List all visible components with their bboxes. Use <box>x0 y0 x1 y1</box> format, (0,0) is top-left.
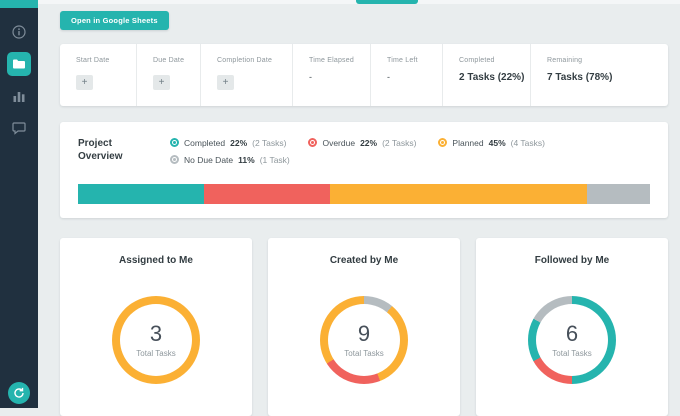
donut-center: 6 Total Tasks <box>536 304 608 376</box>
stats-bars-icon <box>13 92 25 102</box>
legend-label: Completed <box>184 137 226 148</box>
sidebar-item-stats[interactable] <box>7 84 31 108</box>
stat-label: Completed <box>459 57 495 64</box>
stat-value: - <box>387 72 390 82</box>
total-tasks-value: 3 <box>149 320 163 346</box>
legend-label: Overdue <box>322 137 356 148</box>
info-icon <box>12 25 26 39</box>
stat-completion-date: Completion Date + <box>200 44 292 106</box>
completed-legend-icon <box>170 138 179 147</box>
stat-time-elapsed: Time Elapsed - <box>292 44 370 106</box>
legend-item-no-due-date: No Due Date 11% (1 Task) <box>170 155 290 165</box>
refresh-button[interactable] <box>8 382 30 404</box>
legend-percent: 22% <box>230 137 248 148</box>
followed-by-me-card: Followed by Me 6 Total Tasks <box>476 238 668 416</box>
assigned-to-me-donut: 3 Total Tasks <box>112 296 200 384</box>
assigned-to-me-card: Assigned to Me 3 Total Tasks <box>60 238 252 416</box>
stat-start-date: Start Date + <box>60 44 136 106</box>
open-in-google-sheets-button[interactable]: Open in Google Sheets <box>60 11 169 30</box>
stat-label: Due Date <box>153 57 185 64</box>
card-title: Followed by Me <box>534 255 610 266</box>
created-by-me-donut: 9 Total Tasks <box>320 296 408 384</box>
add-start-date-button[interactable]: + <box>76 75 93 90</box>
active-tab-indicator <box>356 0 418 4</box>
legend-percent: 22% <box>360 137 378 148</box>
card-title: Assigned to Me <box>119 255 193 266</box>
bar-segment-completed <box>78 184 204 204</box>
created-by-me-card: Created by Me 9 Total Tasks <box>268 238 460 416</box>
total-tasks-label: Total Tasks <box>344 348 384 358</box>
bar-segment-overdue <box>203 184 330 204</box>
legend-row: No Due Date 11% (1 Task) <box>170 152 545 167</box>
app-logo <box>0 0 38 8</box>
sidebar-nav <box>0 10 38 140</box>
overview-title: Project Overview <box>78 138 123 162</box>
bar-segment-no-due-date <box>587 184 650 204</box>
project-overview-card: Project Overview Completed 22% (2 Tasks)… <box>60 122 668 218</box>
legend-item-completed: Completed 22% (2 Tasks) <box>170 138 286 148</box>
summary-stats-card: Start Date + Due Date + Completion Date … <box>60 44 668 106</box>
card-title: Created by Me <box>329 255 399 266</box>
no-due-date-legend-icon <box>170 155 179 164</box>
legend-item-planned: Planned 45% (4 Tasks) <box>438 138 545 148</box>
stat-due-date: Due Date + <box>136 44 200 106</box>
sidebar <box>0 0 38 408</box>
overview-stacked-bar <box>78 184 650 204</box>
total-tasks-label: Total Tasks <box>136 348 176 358</box>
stat-label: Time Left <box>387 57 418 64</box>
total-tasks-value: 6 <box>565 320 579 346</box>
legend-percent: 11% <box>238 154 255 165</box>
legend-count: (4 Tasks) <box>510 137 545 148</box>
followed-by-me-donut: 6 Total Tasks <box>528 296 616 384</box>
stat-label: Remaining <box>547 57 583 64</box>
legend-label: No Due Date <box>184 154 234 165</box>
stat-label: Time Elapsed <box>309 57 354 64</box>
donut-center: 3 Total Tasks <box>120 304 192 376</box>
stat-value: 7 Tasks (78%) <box>547 72 613 83</box>
folder-icon <box>13 59 25 69</box>
stat-value: 2 Tasks (22%) <box>459 72 525 83</box>
stat-completed: Completed 2 Tasks (22%) <box>442 44 530 106</box>
stat-value: - <box>309 72 312 82</box>
legend-item-overdue: Overdue 22% (2 Tasks) <box>308 138 416 148</box>
stat-label: Completion Date <box>217 57 273 64</box>
refresh-icon <box>14 387 24 398</box>
sidebar-item-info[interactable] <box>7 20 31 44</box>
planned-legend-icon <box>438 138 448 147</box>
overdue-legend-icon <box>308 138 318 147</box>
legend-percent: 45% <box>488 137 506 148</box>
legend-count: (2 Tasks) <box>382 137 417 148</box>
add-completion-date-button[interactable]: + <box>217 75 234 90</box>
legend-row: Completed 22% (2 Tasks) Overdue 22% (2 T… <box>170 135 545 150</box>
legend-label: Planned <box>452 137 484 148</box>
add-due-date-button[interactable]: + <box>153 75 170 90</box>
stat-time-left: Time Left - <box>370 44 442 106</box>
chat-bubble-icon <box>12 121 26 135</box>
stat-label: Start Date <box>76 57 110 64</box>
bar-segment-planned <box>329 184 588 204</box>
legend-count: (1 Task) <box>259 154 290 165</box>
sidebar-item-chat[interactable] <box>7 116 31 140</box>
total-tasks-value: 9 <box>357 320 371 346</box>
stat-remaining: Remaining 7 Tasks (78%) <box>530 44 668 106</box>
total-tasks-label: Total Tasks <box>552 348 592 358</box>
sidebar-item-projects[interactable] <box>7 52 31 76</box>
overview-legend: Completed 22% (2 Tasks) Overdue 22% (2 T… <box>170 135 545 169</box>
donut-center: 9 Total Tasks <box>328 304 400 376</box>
legend-count: (2 Tasks) <box>252 137 287 148</box>
